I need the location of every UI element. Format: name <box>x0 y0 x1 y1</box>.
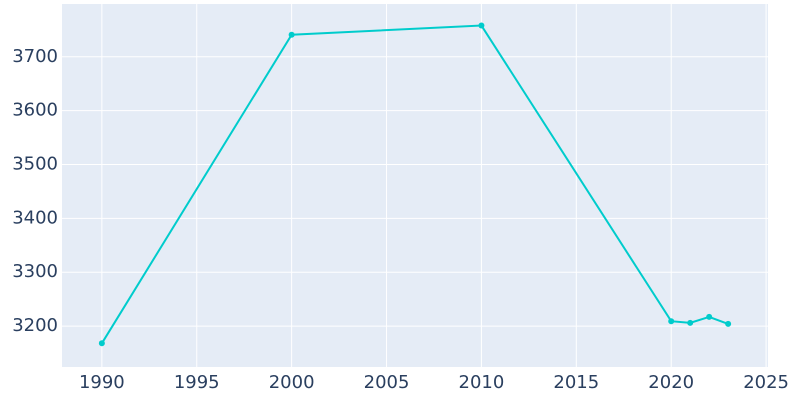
x-tick-label: 2000 <box>269 372 315 393</box>
y-tick-label: 3200 <box>12 315 58 336</box>
x-tick-label: 2020 <box>648 372 694 393</box>
x-tick-label: 2005 <box>364 372 410 393</box>
y-tick-label: 3700 <box>12 46 58 67</box>
point <box>687 319 694 326</box>
plot-area <box>62 4 768 367</box>
x-tick-label: 1995 <box>174 372 220 393</box>
y-tick-label: 3400 <box>12 207 58 228</box>
point <box>706 313 713 320</box>
x-tick-label: 2015 <box>553 372 599 393</box>
point <box>98 340 105 347</box>
y-tick-label: 3300 <box>12 261 58 282</box>
point <box>668 318 675 325</box>
y-tick-label: 3600 <box>12 100 58 121</box>
point <box>725 320 732 327</box>
y-tick-label: 3500 <box>12 153 58 174</box>
x-tick-label: 1990 <box>79 372 125 393</box>
point <box>288 31 295 38</box>
x-tick-label: 2010 <box>459 372 505 393</box>
x-tick-label: 2025 <box>743 372 789 393</box>
point <box>478 22 485 29</box>
